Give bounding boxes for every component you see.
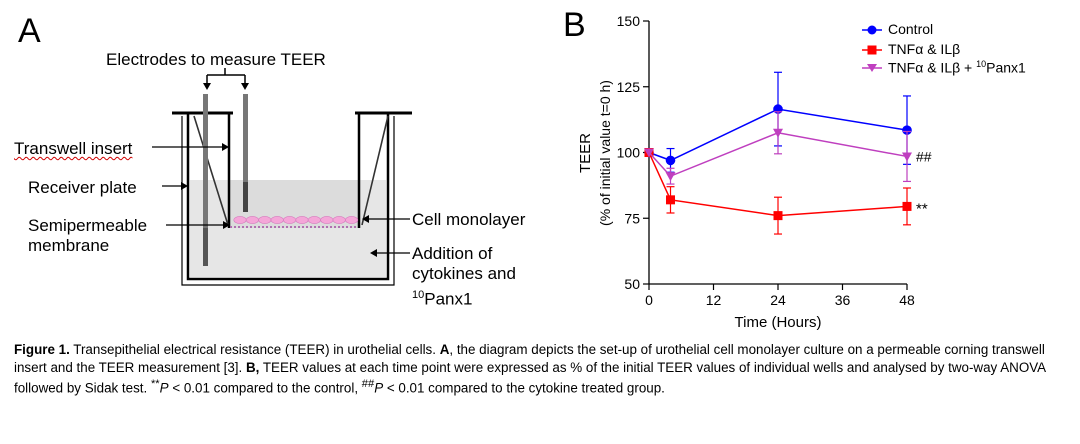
series-line-0 (648, 108, 908, 162)
addition-label-2: cytokines and (412, 264, 516, 283)
caption-a: A (439, 342, 450, 357)
caption-t2: , the diagram depicts the set-up of urot… (14, 342, 1045, 375)
electrode-inner (243, 94, 248, 212)
receiver-plate-label: Receiver plate (28, 178, 137, 197)
data-point (773, 211, 783, 221)
electrode-outer-tip (203, 228, 208, 266)
strut-right (361, 115, 389, 226)
y-axis-label-1: TEER (577, 133, 594, 173)
transwell-insert-label: Transwell insert (14, 139, 133, 158)
bracket-arrow-left (203, 83, 211, 90)
data-point (644, 148, 654, 158)
x-tick-label: 12 (706, 292, 722, 308)
panx-label: 10Panx1 (412, 285, 472, 310)
caption-t4: < 0.01 compared to the control, (168, 380, 362, 396)
caption-fig: Figure 1. (14, 342, 70, 357)
series-line-1 (648, 152, 908, 217)
arrow-receiver-head (181, 182, 188, 190)
panx-text: Panx1 (424, 289, 473, 309)
sig-tnf: ** (916, 200, 928, 217)
receiver-plate (186, 112, 390, 281)
caption-p1b: P (159, 380, 169, 396)
x-tick-label: 24 (770, 292, 786, 308)
data-point (902, 152, 912, 162)
legend-panx-label: TNFα & ILβ + 10Panx1 (888, 59, 1026, 76)
cell (345, 216, 359, 224)
sig-panx: ## (916, 148, 932, 164)
semipermeable-label-2: membrane (28, 236, 110, 255)
teer-chart: 50 75 100 125 150 0 12 24 36 48 Time (Hours) TEER (%… (577, 13, 932, 331)
panel-b-letter: B (563, 6, 586, 44)
arrow-transwell-head (222, 143, 229, 151)
cell (245, 216, 259, 224)
caption-p2a: ## (361, 378, 375, 390)
y-axis-label-2: (% of initial value t=0 h) (597, 80, 613, 226)
x-tick-label: 0 (645, 292, 653, 308)
legend-tnf-label: TNFα & ILβ (888, 41, 961, 57)
legend-panx-suffix: Panx1 (986, 59, 1026, 76)
legend-marker-panx (867, 64, 877, 72)
cell (270, 216, 284, 224)
legend-marker-tnf (867, 45, 877, 55)
data-point (665, 172, 676, 182)
cell (295, 216, 309, 224)
panx-sup: 10 (412, 289, 425, 301)
panel-a-letter: A (18, 12, 41, 50)
data-point (666, 195, 675, 205)
legend-panx-prefix: TNFα & ILβ + (888, 59, 977, 76)
cell (307, 216, 321, 224)
caption-p2b: P (374, 380, 384, 396)
caption-text: Figure 1. Transepithelial electrical res… (14, 341, 1070, 397)
caption-p1a: ** (150, 378, 160, 390)
caption-t5: < 0.01 compared to the cytokine treated … (383, 380, 665, 396)
y-tick-label: 50 (624, 276, 640, 292)
bracket-arrow-right (241, 83, 249, 90)
caption-t3: TEER values at each time point were expr… (14, 359, 1046, 396)
data-point (902, 125, 912, 135)
electrodes-label: Electrodes to measure TEER (106, 50, 326, 69)
strut-left (193, 115, 229, 226)
cell-monolayer-label: Cell monolayer (412, 210, 526, 229)
data-point (665, 155, 676, 166)
cell-monolayer-shapes (233, 216, 359, 224)
receiver-plate-inner (181, 116, 395, 286)
cell (320, 216, 334, 224)
figure-caption: Figure 1. Transepithelial electrical res… (14, 341, 1070, 397)
data-point (773, 128, 783, 138)
y-tick-label: 100 (617, 145, 641, 161)
x-tick-label: 36 (835, 292, 851, 308)
y-tick-label: 75 (624, 210, 640, 226)
addition-label-1: Addition of (412, 244, 493, 263)
electrode-outer (203, 94, 208, 266)
caption-b: B, (245, 359, 260, 375)
cell (258, 216, 272, 224)
data-point (902, 201, 912, 211)
caption-t1: Transepithelial electrical resistance (T… (69, 342, 440, 357)
x-tick-label: 48 (899, 292, 915, 308)
transwell-insert-label-wrap: Transwell insert (14, 139, 132, 159)
semipermeable-label-1: Semipermeable (28, 216, 148, 235)
x-axis-label: Time (Hours) (735, 314, 822, 331)
transwell-diagram (152, 68, 412, 286)
y-tick-label: 125 (617, 79, 641, 95)
legend-panx-sup: 10 (976, 59, 987, 69)
arrow-monolayer-head (362, 215, 369, 223)
arrow-addition-head (370, 249, 377, 257)
legend-marker-control (867, 25, 877, 35)
y-tick-label: 150 (617, 13, 641, 29)
series-line-2 (648, 131, 908, 178)
electrode-inner-tip (243, 182, 248, 212)
cell (233, 216, 247, 224)
cell (332, 216, 346, 224)
cell (283, 216, 297, 224)
arrow-membrane-head (223, 221, 230, 229)
legend-control-label: Control (888, 21, 934, 37)
